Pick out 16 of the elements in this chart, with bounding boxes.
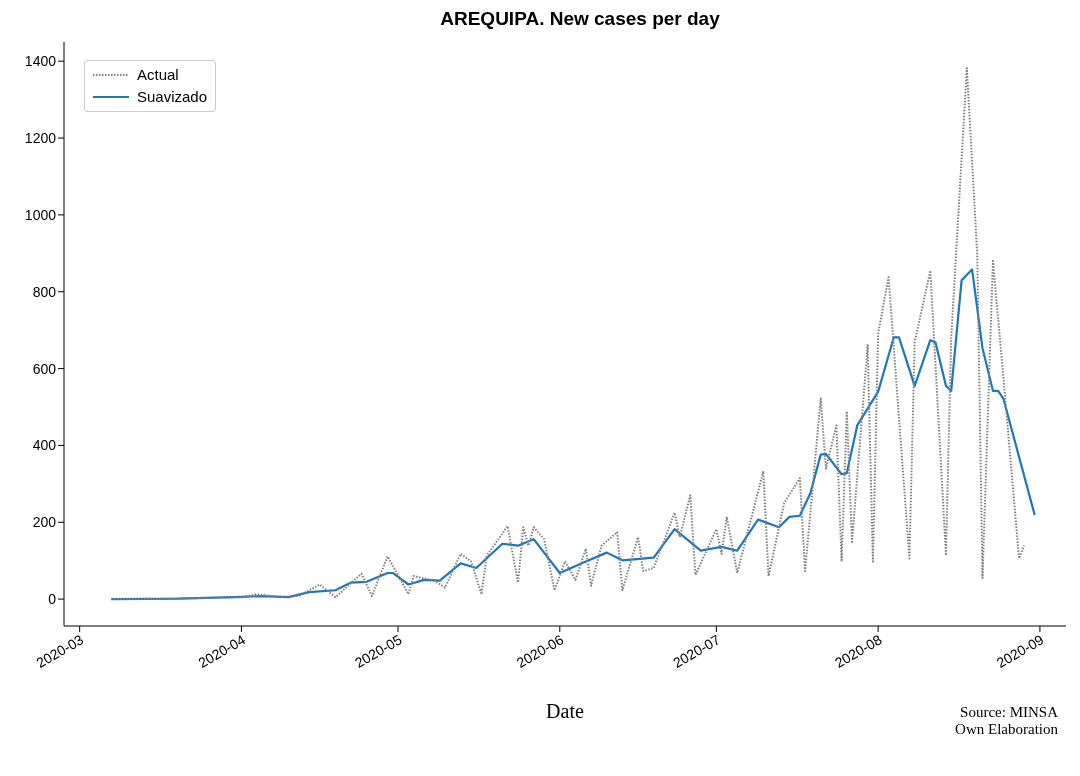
y-tick-label: 600 <box>32 360 57 377</box>
text: Own Elaboration <box>954 721 1058 738</box>
y-tick-label: 0 <box>48 591 57 608</box>
legend-label: Suavizado <box>137 87 208 107</box>
y-tick-label: 1200 <box>24 130 57 147</box>
y-tick-label: 200 <box>32 514 57 531</box>
y-tick-label: 1000 <box>24 206 57 223</box>
line-series <box>109 67 1026 601</box>
legend-label: Actual <box>137 65 179 85</box>
source-note: Source: MINSA <box>960 704 1058 720</box>
chart-title: AREQUIPA. New cases per day <box>439 8 721 30</box>
x-axis-title: Date <box>546 700 584 722</box>
y-tick-label: 1400 <box>24 53 57 70</box>
line-series <box>109 268 1036 601</box>
y-tick-label: 800 <box>32 283 57 300</box>
y-tick-label: 400 <box>32 437 57 454</box>
